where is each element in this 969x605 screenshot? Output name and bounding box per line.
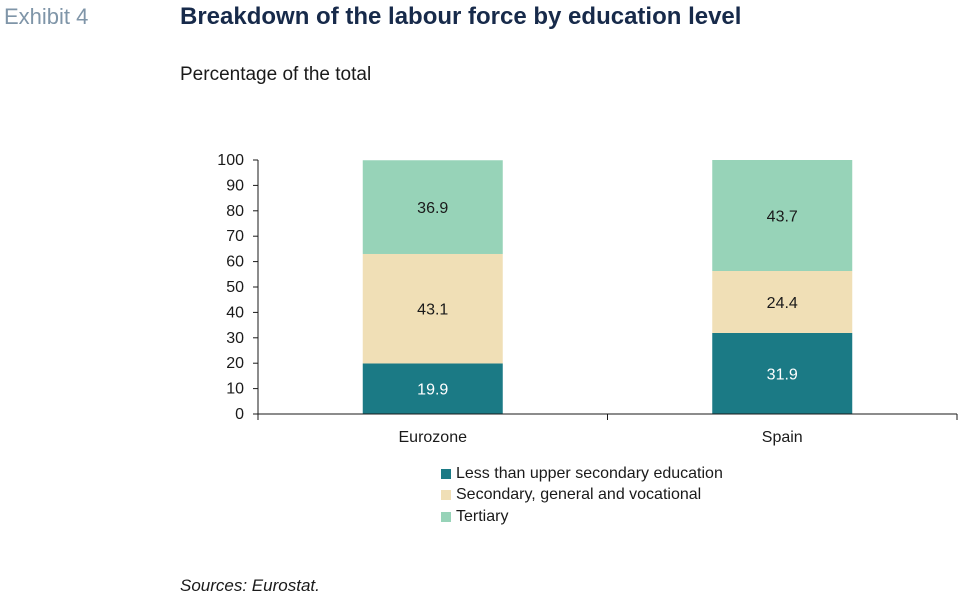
legend-label: Tertiary [456,507,509,525]
bar-segment [362,160,503,254]
chart-legend: Less than upper secondary education Seco… [441,463,723,528]
legend-label: Secondary, general and vocational [456,486,702,504]
legend-label: Less than upper secondary education [456,464,723,482]
legend-swatch [441,511,451,522]
y-tick-label: 70 [226,228,244,245]
legend-item-secondary: Secondary, general and vocational [441,485,723,507]
y-tick-label: 50 [226,279,244,296]
y-tick-label: 30 [226,330,244,347]
chart-subtitle: Percentage of the total [180,64,372,85]
y-tick-label: 40 [226,304,244,321]
y-tick-label: 60 [226,254,244,271]
y-tick-label: 100 [217,152,244,169]
legend-item-tertiary: Tertiary [441,506,723,528]
x-tick-label: Eurozone [399,429,468,446]
y-tick-label: 80 [226,203,244,220]
data-label: 31.9 [767,366,798,383]
y-tick-label: 0 [235,406,244,423]
y-tick-label: 20 [226,355,244,372]
x-tick-label: Spain [762,429,803,446]
data-label: 36.9 [417,200,448,217]
legend-swatch [441,468,451,479]
source-note: Sources: Eurostat. [180,576,320,595]
legend-item-less-than-upper-secondary: Less than upper secondary education [441,463,723,485]
y-tick-label: 90 [226,177,244,194]
bar-segment [362,253,503,364]
bar-segment [712,270,853,333]
data-label: 43.7 [767,208,798,225]
exhibit-label: Exhibit 4 [4,4,89,29]
bar-segment [712,160,853,271]
bar-segment [712,332,853,414]
bar-segment [362,363,503,414]
chart-title: Breakdown of the labour force by educati… [180,3,742,30]
y-tick-label: 10 [226,381,244,398]
data-label: 24.4 [767,295,798,312]
data-label: 19.9 [417,382,448,399]
legend-swatch [441,490,451,501]
data-label: 43.1 [417,302,448,319]
